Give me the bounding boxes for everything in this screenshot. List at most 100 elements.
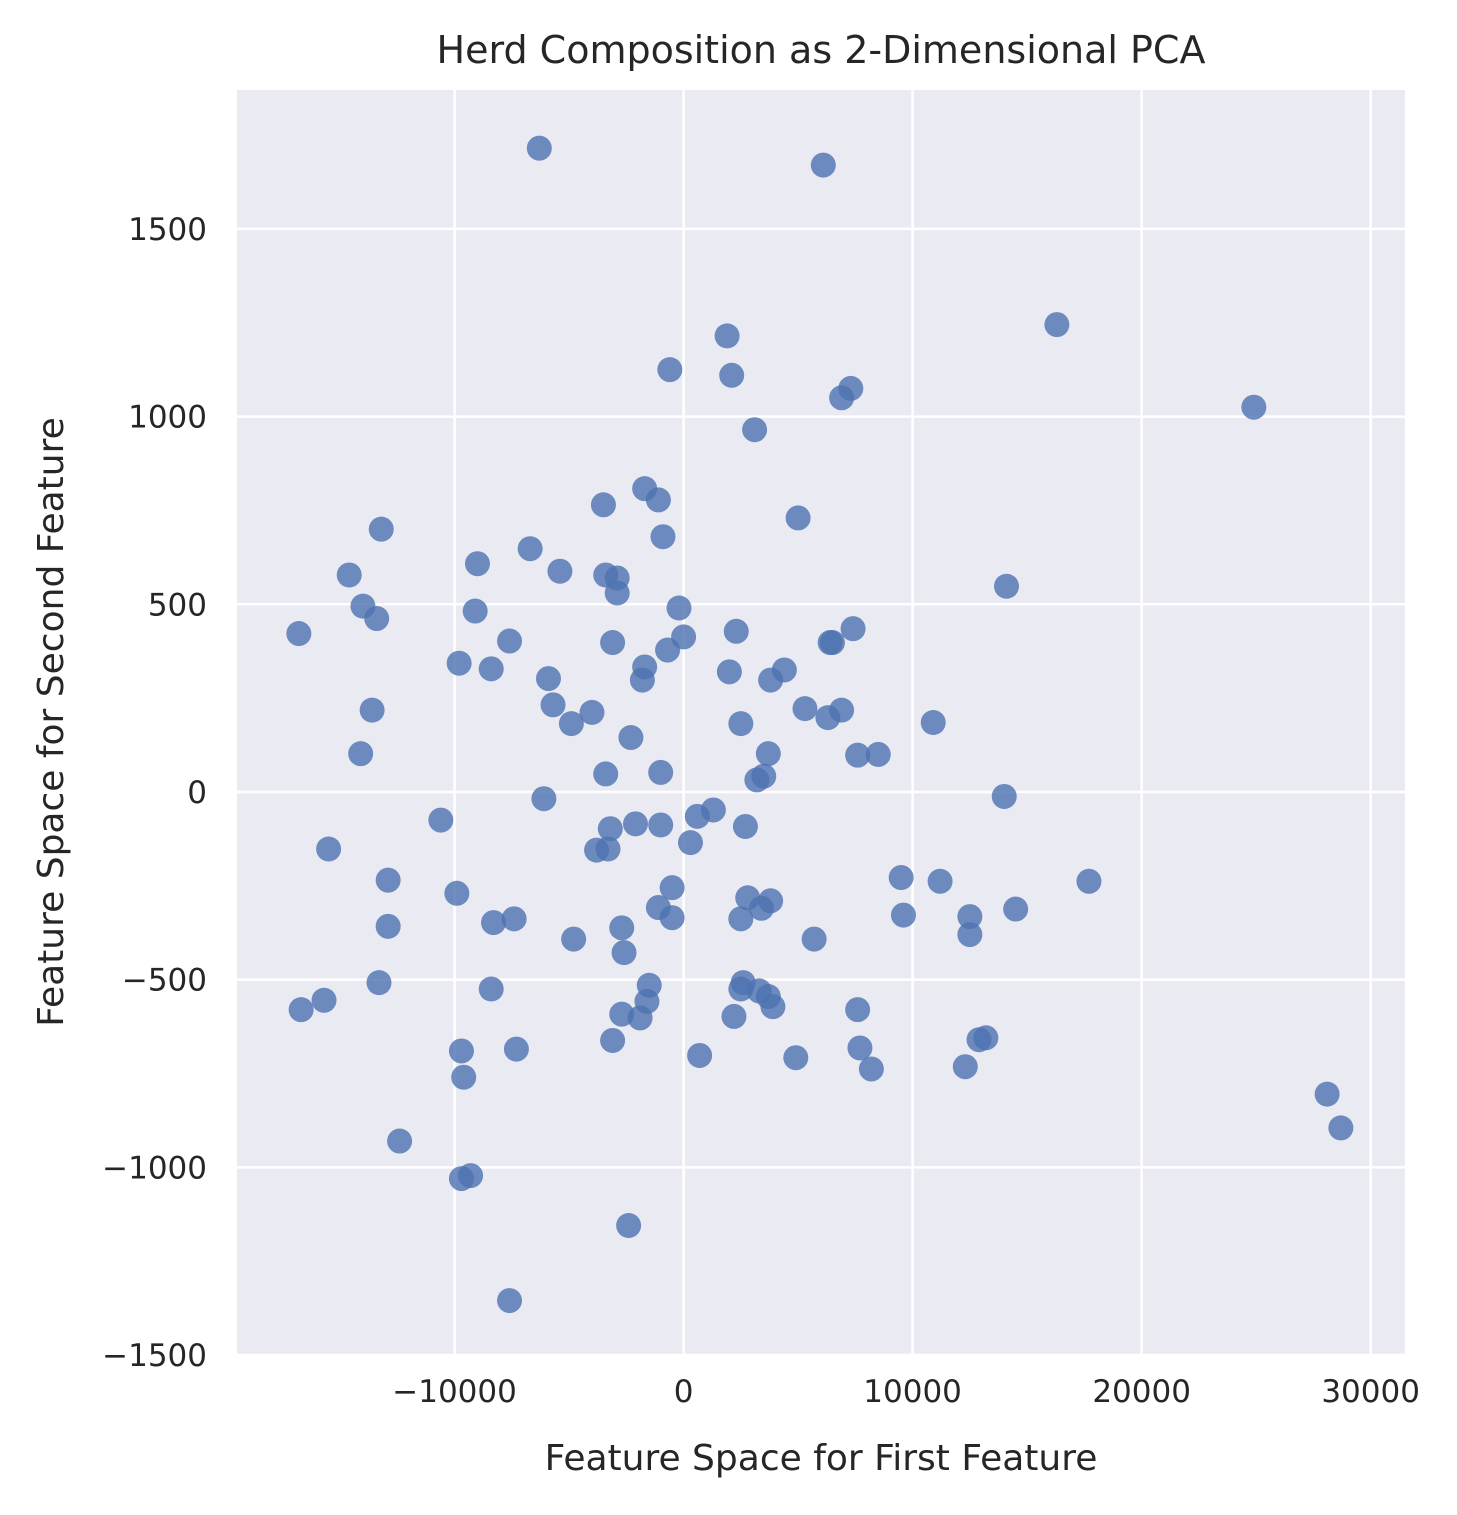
data-point — [428, 807, 454, 833]
data-point — [448, 1166, 474, 1192]
data-point — [815, 705, 841, 731]
y-axis-label: Feature Space for Second Feature — [31, 417, 72, 1027]
data-point — [657, 357, 683, 383]
data-point — [648, 812, 674, 838]
data-point — [1003, 896, 1029, 922]
data-point — [991, 783, 1017, 809]
chart-title: Herd Composition as 2-Dimensional PCA — [437, 28, 1206, 72]
data-point — [597, 816, 623, 842]
data-point — [387, 1128, 413, 1154]
data-point — [645, 487, 671, 513]
data-point — [375, 913, 401, 939]
data-point — [714, 323, 740, 349]
data-point — [845, 742, 871, 768]
x-axis-label: Feature Space for First Feature — [545, 1438, 1098, 1479]
data-point — [957, 904, 983, 930]
data-point — [611, 940, 637, 966]
data-point — [517, 536, 543, 562]
data-point — [451, 1064, 477, 1090]
data-points — [286, 135, 1354, 1314]
data-point — [535, 666, 561, 692]
data-point — [687, 1042, 713, 1068]
data-point — [829, 385, 855, 411]
data-point — [622, 811, 648, 837]
data-point — [666, 595, 692, 621]
data-point — [792, 696, 818, 722]
data-point — [600, 1027, 626, 1053]
data-point — [629, 667, 655, 693]
data-point — [478, 656, 504, 682]
data-point — [593, 761, 619, 787]
data-point — [286, 621, 312, 647]
data-point — [755, 741, 781, 767]
data-point — [1328, 1115, 1354, 1141]
data-point — [1076, 868, 1102, 894]
data-point — [966, 1027, 992, 1053]
data-point — [316, 836, 342, 862]
data-point — [890, 902, 916, 928]
data-point — [561, 926, 587, 952]
data-point — [785, 505, 811, 531]
x-tick-label: 10000 — [863, 1374, 962, 1410]
y-tick-labels: −1500 −1000 −500 0 500 1000 1500 — [102, 212, 207, 1374]
data-point — [810, 152, 836, 178]
data-point — [957, 922, 983, 948]
data-point — [845, 997, 871, 1023]
data-point — [503, 1036, 529, 1062]
data-point — [655, 637, 681, 663]
data-point — [650, 524, 676, 550]
data-point — [783, 1045, 809, 1071]
data-point — [547, 558, 573, 584]
data-point — [359, 697, 385, 723]
data-point — [758, 667, 784, 693]
data-point — [462, 598, 488, 624]
data-point — [1044, 312, 1070, 338]
data-point — [481, 910, 507, 936]
data-point — [677, 830, 703, 856]
x-tick-label: 20000 — [1092, 1374, 1191, 1410]
data-point — [684, 803, 710, 829]
data-point — [497, 1288, 523, 1314]
data-point — [728, 976, 754, 1002]
data-point — [368, 516, 394, 542]
data-point — [858, 1056, 884, 1082]
data-point — [927, 868, 953, 894]
data-point — [616, 1212, 642, 1238]
data-point — [604, 580, 630, 606]
data-point — [847, 1035, 873, 1061]
data-point — [446, 650, 472, 676]
data-point — [659, 905, 685, 931]
data-point — [364, 606, 390, 632]
data-point — [648, 759, 674, 785]
data-point — [748, 895, 774, 921]
y-tick-label: −1500 — [102, 1338, 207, 1374]
data-point — [1241, 394, 1267, 420]
grid-lines — [237, 90, 1405, 1357]
y-tick-label: −1000 — [102, 1150, 207, 1186]
data-point — [819, 630, 845, 656]
y-tick-label: −500 — [122, 963, 207, 999]
y-tick-label: 0 — [187, 775, 207, 811]
data-point — [579, 699, 605, 725]
data-point — [744, 767, 770, 793]
y-tick-label: 1000 — [128, 400, 207, 436]
data-point — [865, 741, 891, 767]
y-tick-label: 1500 — [128, 212, 207, 248]
data-point — [716, 659, 742, 685]
x-tick-label: 30000 — [1321, 1374, 1420, 1410]
data-point — [719, 362, 745, 388]
y-tick-label: 500 — [148, 587, 207, 623]
data-point — [558, 711, 584, 737]
data-point — [497, 628, 523, 654]
data-point — [888, 865, 914, 891]
data-point — [723, 618, 749, 644]
data-point — [501, 906, 527, 932]
data-point — [595, 836, 621, 862]
data-point — [348, 741, 374, 767]
data-point — [760, 994, 786, 1020]
data-point — [728, 711, 754, 737]
data-point — [366, 970, 392, 996]
data-point — [590, 492, 616, 518]
data-point — [464, 551, 490, 577]
